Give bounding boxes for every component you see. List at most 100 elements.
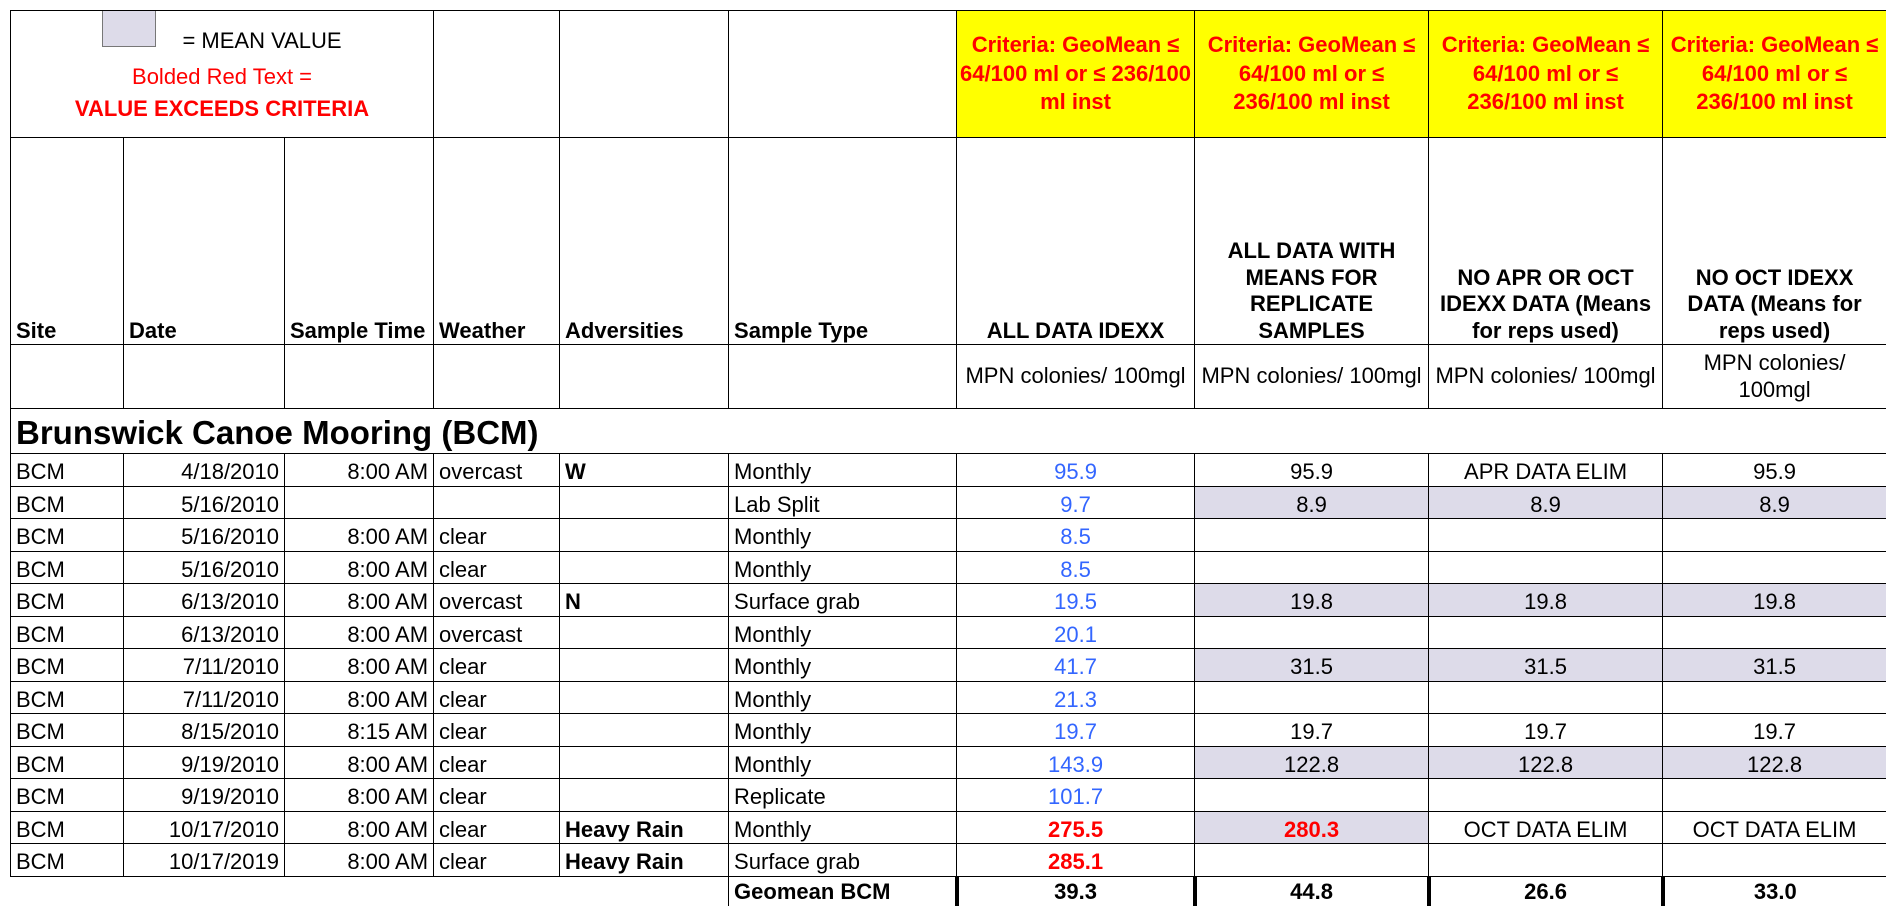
- table-cell: [1428, 778, 1664, 812]
- table-cell: 143.9: [956, 745, 1196, 779]
- table-cell: [1194, 615, 1430, 649]
- table-cell: 8:00 AM: [283, 745, 435, 779]
- table-cell: [1428, 518, 1664, 552]
- table-cell: BCM: [10, 778, 124, 812]
- table-cell: 6/13/2010: [123, 583, 285, 617]
- table-cell: [1662, 680, 1886, 714]
- table-cell: 5/16/2010: [123, 485, 285, 519]
- table-cell: W: [559, 453, 730, 487]
- table-cell: 285.1: [956, 843, 1196, 877]
- geomean-value: 26.6: [1426, 875, 1664, 906]
- table-cell: 8:00 AM: [283, 550, 435, 584]
- table-cell: BCM: [10, 518, 124, 552]
- table-cell: 31.5: [1428, 648, 1664, 682]
- table-cell: 275.5: [956, 810, 1196, 844]
- table-cell: clear: [433, 680, 561, 714]
- table-cell: [559, 550, 730, 584]
- section-title: Brunswick Canoe Mooring (BCM): [10, 408, 1886, 454]
- column-header: Sample Time: [283, 137, 435, 345]
- table-cell: 41.7: [956, 648, 1196, 682]
- units-cell: MPN colonies/ 100mgl: [1662, 344, 1886, 409]
- table-cell: 19.5: [956, 583, 1196, 617]
- data-row: BCM 5/16/2010 8:00 AM clear Monthly 8.5: [10, 550, 1886, 584]
- units-row: MPN colonies/ 100mgl MPN colonies/ 100mgl…: [10, 344, 1886, 409]
- table-cell: 101.7: [956, 778, 1196, 812]
- empty-cell: [433, 344, 561, 409]
- table-cell: [1194, 843, 1430, 877]
- table-cell: 122.8: [1194, 745, 1430, 779]
- table-cell: 8:00 AM: [283, 810, 435, 844]
- table-cell: BCM: [10, 843, 124, 877]
- data-row: BCM 5/16/2010 8:00 AM clear Monthly 8.5: [10, 518, 1886, 552]
- table-cell: OCT DATA ELIM: [1662, 810, 1886, 844]
- column-header: NO APR OR OCT IDEXX DATA (Means for reps…: [1428, 137, 1664, 345]
- table-cell: [559, 615, 730, 649]
- table-cell: 19.7: [956, 713, 1196, 747]
- data-row: BCM 9/19/2010 8:00 AM clear Replicate 101.7: [10, 778, 1886, 812]
- geomean-value: 39.3: [954, 875, 1196, 906]
- table-cell: Monthly: [728, 810, 958, 844]
- table-cell: Monthly: [728, 648, 958, 682]
- table-cell: overcast: [433, 615, 561, 649]
- data-row: BCM 7/11/2010 8:00 AM clear Monthly 21.3: [10, 680, 1886, 714]
- empty-cell: [123, 344, 285, 409]
- table-cell: 8.9: [1428, 485, 1664, 519]
- table-cell: clear: [433, 713, 561, 747]
- table-cell: 31.5: [1662, 648, 1886, 682]
- data-row: BCM 7/11/2010 8:00 AM clear Monthly 41.7 31.5 3…: [10, 648, 1886, 682]
- table-cell: [1194, 680, 1430, 714]
- table-cell: BCM: [10, 680, 124, 714]
- empty-cell: [283, 344, 435, 409]
- table-cell: OCT DATA ELIM: [1428, 810, 1664, 844]
- data-row: BCM 8/15/2010 8:15 AM clear Monthly 19.7 19.7 1…: [10, 713, 1886, 747]
- table-cell: Surface grab: [728, 843, 958, 877]
- table-cell: 19.8: [1428, 583, 1664, 617]
- table-cell: Monthly: [728, 518, 958, 552]
- table-cell: 8:00 AM: [283, 583, 435, 617]
- table-cell: clear: [433, 745, 561, 779]
- table-cell: BCM: [10, 453, 124, 487]
- table-cell: [559, 778, 730, 812]
- units-cell: MPN colonies/ 100mgl: [1428, 344, 1664, 409]
- table-cell: 122.8: [1662, 745, 1886, 779]
- empty-cell: [559, 344, 730, 409]
- table-cell: 8.5: [956, 550, 1196, 584]
- table-cell: [1428, 550, 1664, 584]
- table-cell: [1662, 615, 1886, 649]
- table-cell: BCM: [10, 485, 124, 519]
- table-cell: APR DATA ELIM: [1428, 453, 1664, 487]
- table-cell: 9.7: [956, 485, 1196, 519]
- column-header: NO OCT IDEXX DATA (Means for reps used): [1662, 137, 1886, 345]
- empty-cell: [728, 10, 958, 138]
- table-cell: [1428, 680, 1664, 714]
- data-row: BCM 4/18/2010 8:00 AM overcast W Monthly 95.9 9…: [10, 453, 1886, 487]
- data-row: BCM 6/13/2010 8:00 AM overcast N Surface grab…: [10, 583, 1886, 617]
- table-cell: 95.9: [1194, 453, 1430, 487]
- table-cell: Lab Split: [728, 485, 958, 519]
- table-cell: [559, 485, 730, 519]
- table-cell: 10/17/2019: [123, 843, 285, 877]
- table-cell: 31.5: [1194, 648, 1430, 682]
- table-cell: overcast: [433, 583, 561, 617]
- table-cell: BCM: [10, 550, 124, 584]
- table-cell: [283, 485, 435, 519]
- table-cell: 6/13/2010: [123, 615, 285, 649]
- criteria-cell: Criteria: GeoMean ≤ 64/100 ml or ≤ 236/1…: [1662, 10, 1886, 138]
- table-cell: clear: [433, 810, 561, 844]
- legend-bolded: Bolded Red Text =: [132, 64, 313, 90]
- legend: = MEAN VALUE Bolded Red Text = VALUE EXCEE…: [10, 10, 435, 138]
- column-header: Date: [123, 137, 285, 345]
- table-cell: [1428, 615, 1664, 649]
- table-cell: 8:15 AM: [283, 713, 435, 747]
- table-cell: Monthly: [728, 713, 958, 747]
- data-table: = MEAN VALUE Bolded Red Text = VALUE EXCEE…: [10, 10, 1886, 906]
- empty-cell: [559, 10, 730, 138]
- table-cell: Monthly: [728, 453, 958, 487]
- table-cell: [1662, 778, 1886, 812]
- table-cell: 8:00 AM: [283, 518, 435, 552]
- empty-cell: [728, 344, 958, 409]
- table-cell: 8:00 AM: [283, 778, 435, 812]
- table-cell: 19.7: [1662, 713, 1886, 747]
- table-cell: BCM: [10, 648, 124, 682]
- table-cell: BCM: [10, 615, 124, 649]
